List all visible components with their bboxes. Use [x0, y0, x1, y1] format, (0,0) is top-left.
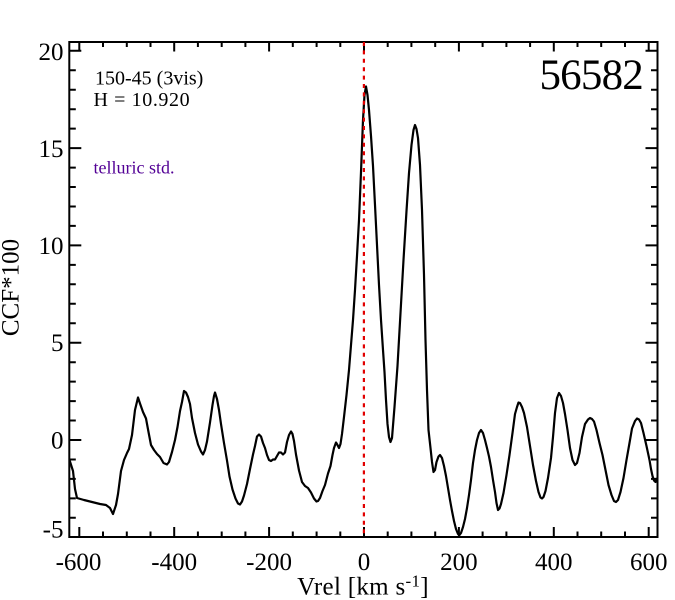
svg-text:20: 20	[39, 39, 64, 66]
svg-text:15: 15	[39, 136, 64, 163]
svg-text:CCF*100: CCF*100	[0, 239, 25, 336]
svg-text:-600: -600	[56, 549, 102, 576]
svg-text:200: 200	[440, 549, 478, 576]
svg-text:600: 600	[630, 549, 668, 576]
svg-text:-200: -200	[246, 549, 292, 576]
svg-text:-5: -5	[43, 516, 64, 543]
svg-text:56582: 56582	[539, 52, 643, 99]
svg-text:0: 0	[358, 549, 371, 576]
svg-text:Vrel [km s-1]: Vrel [km s-1]	[297, 572, 429, 600]
svg-text:5: 5	[51, 330, 64, 357]
svg-text:10: 10	[39, 233, 64, 260]
svg-text:150-45 (3vis): 150-45 (3vis)	[95, 68, 203, 90]
svg-text:H = 10.920: H = 10.920	[94, 89, 191, 111]
svg-text:0: 0	[51, 427, 64, 454]
svg-text:telluric std.: telluric std.	[94, 158, 175, 178]
svg-text:400: 400	[535, 549, 573, 576]
svg-text:-400: -400	[151, 549, 197, 576]
